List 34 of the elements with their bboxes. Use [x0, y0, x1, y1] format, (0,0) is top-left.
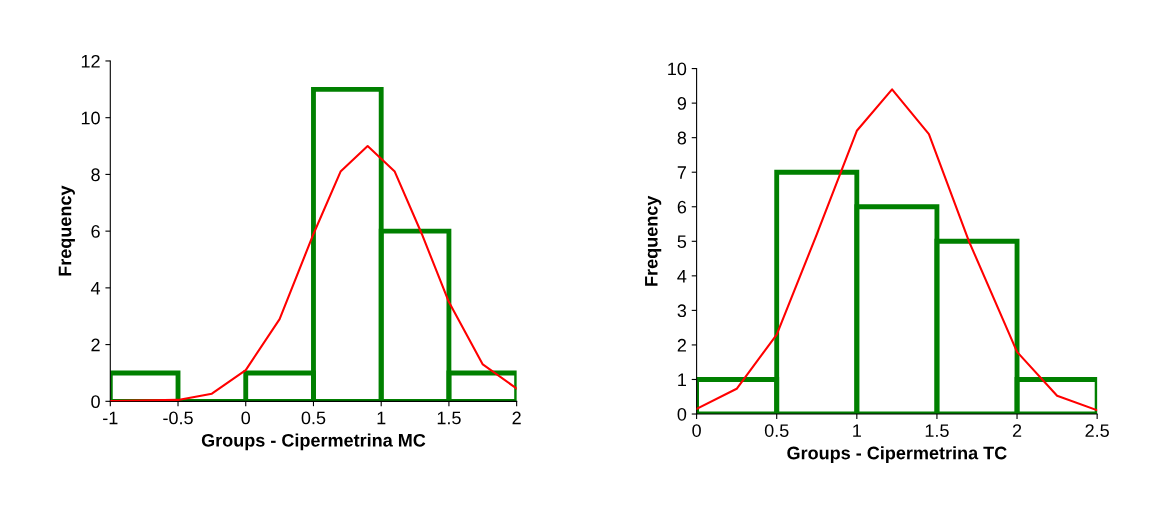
x-tick-label: 2 [1012, 424, 1022, 437]
x-tick-label: 2.5 [1085, 424, 1109, 437]
x-tick-label: 0.5 [764, 424, 789, 437]
y-tick-label: 8 [677, 131, 687, 145]
y-tick-label: 3 [677, 304, 687, 318]
x-tick-label: -0.5 [163, 411, 193, 425]
y-tick-label: 6 [91, 225, 100, 238]
y-tick-label: 12 [81, 54, 100, 68]
x-tick-label: 2 [512, 411, 521, 425]
y-tick-label: 5 [677, 235, 687, 249]
x-tick-label: 1 [377, 411, 386, 425]
x-tick-label: -1 [103, 411, 118, 425]
y-tick-label: 7 [677, 166, 686, 179]
x-tick-label: 1 [853, 424, 861, 437]
y-tick-label: 6 [677, 200, 687, 214]
y-tick-label: 10 [81, 111, 100, 125]
y-tick-label: 1 [678, 373, 686, 387]
x-axis-title: Groups - Cipermetrina MC [201, 433, 426, 451]
y-tick-label: 2 [91, 338, 100, 352]
x-tick-label: 0 [692, 424, 701, 437]
x-tick-label: 1.5 [437, 411, 461, 425]
x-tick-label: 0.5 [301, 411, 326, 425]
y-tick-label: 8 [91, 168, 100, 182]
y-axis-title: Frequency [58, 185, 75, 276]
x-tick-label: 0 [241, 411, 251, 425]
y-tick-label: 4 [677, 269, 687, 283]
y-tick-label: 10 [668, 62, 687, 76]
y-tick-label: 0 [91, 395, 100, 409]
x-axis-title: Groups - Cipermetrina TC [787, 446, 1007, 463]
y-tick-label: 9 [677, 97, 687, 110]
y-tick-label: 4 [90, 281, 101, 295]
y-tick-label: 2 [677, 338, 686, 352]
x-tick-label: 1.5 [925, 424, 949, 437]
y-axis-title: Frequency [645, 195, 662, 286]
